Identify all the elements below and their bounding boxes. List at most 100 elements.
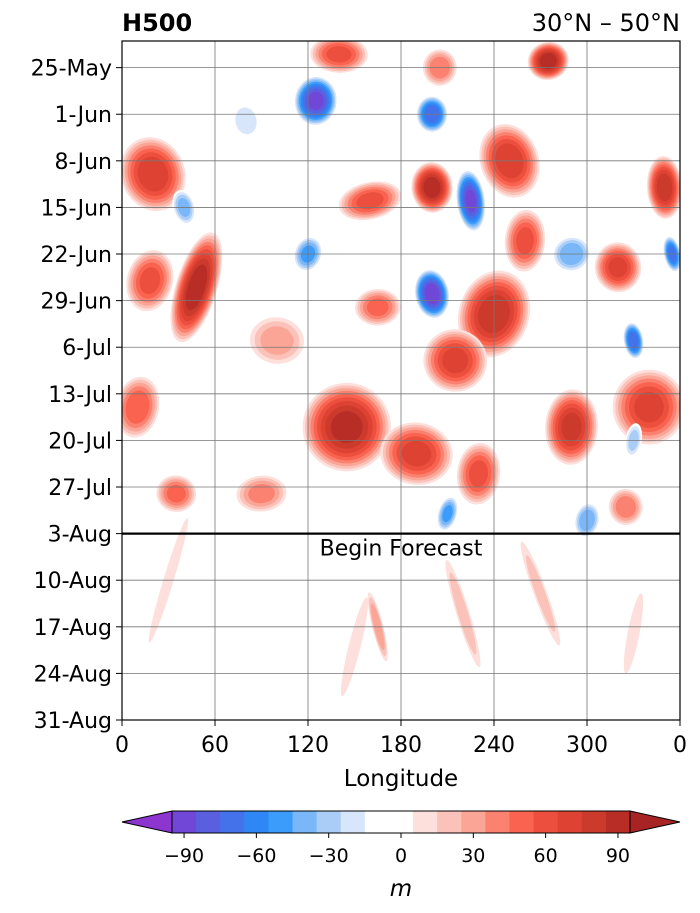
anomaly-feature (310, 41, 368, 73)
anomaly-feature (170, 232, 223, 343)
grid-lines (122, 41, 680, 721)
contour-band (442, 347, 469, 374)
colorbar-tick-label: 30 (461, 845, 485, 867)
anomaly-feature (646, 155, 680, 219)
anomaly-feature (340, 597, 369, 697)
colorbar-segment (388, 811, 414, 833)
anomaly-feature (527, 41, 569, 81)
anomaly-feature (594, 242, 642, 293)
contour-band (608, 257, 628, 278)
anomaly-feature (293, 75, 338, 127)
anomaly-feature (380, 422, 453, 486)
anomaly-feature (445, 559, 481, 668)
colorbar-segment (268, 811, 294, 833)
colorbar-segment (244, 811, 269, 833)
contour-band (423, 176, 441, 199)
anomaly-feature (338, 181, 402, 221)
contour-band (449, 572, 477, 655)
contour-band (248, 484, 275, 504)
colorbar-label: m (390, 876, 412, 902)
chart-title: H500 (122, 9, 192, 37)
contour-band (516, 227, 534, 255)
contour-band (468, 460, 489, 488)
anomaly-feature (411, 162, 453, 213)
colorbar-segment (557, 811, 583, 833)
anomaly-feature (156, 475, 197, 512)
chart-subtitle: 30°N – 50°N (532, 9, 680, 37)
anomaly-feature (122, 376, 160, 438)
colorbar-segment (533, 811, 559, 833)
anomaly-feature (504, 209, 546, 272)
contour-band (260, 326, 294, 355)
anomaly-feature (355, 288, 401, 326)
anomaly-feature (455, 169, 486, 233)
colorbar-extend-high (629, 810, 681, 834)
contour-band (366, 298, 389, 317)
anomaly-feature (232, 103, 260, 138)
y-tick-label: 13-Jul (48, 383, 112, 408)
x-tick-label: 120 (287, 733, 329, 758)
y-tick-label: 10-Aug (34, 569, 112, 594)
anomaly-feature (623, 593, 644, 674)
colorbar-tick-label: 90 (606, 845, 630, 867)
contour-band (465, 189, 477, 213)
y-tick-label: 6-Jul (62, 336, 112, 361)
contour-band (356, 192, 384, 210)
x-tick-label: 60 (201, 733, 229, 758)
anomaly-feature (612, 369, 680, 445)
colorbar-segment (220, 811, 245, 833)
y-tick-label: 1-Jun (54, 103, 112, 128)
anomaly-feature (520, 541, 561, 646)
x-tick-label: 0 (673, 733, 687, 758)
contour-band (137, 156, 169, 192)
colorbar-segment (340, 811, 366, 833)
colorbar-tick-label: −90 (164, 845, 204, 867)
y-tick-label: 27-Jul (48, 476, 112, 501)
contour-band (307, 91, 324, 111)
contour-band (185, 264, 208, 311)
colorbar-tick-label: −60 (236, 845, 276, 867)
anomaly-feature (122, 137, 186, 212)
y-tick-label: 24-Aug (34, 662, 112, 687)
colorbar-segment (316, 811, 342, 833)
colorbar-segment (292, 811, 318, 833)
y-tick-label: 22-Jun (40, 243, 112, 268)
contour-band (539, 52, 557, 69)
colorbar-segment (437, 811, 462, 833)
contour-band (340, 597, 369, 697)
y-tick-label: 17-Aug (34, 616, 112, 641)
y-axis-ticks: 25-May 1-Jun 8-Jun 15-Jun 22-Jun 29-Jun 6-Jul 1… (31, 57, 122, 734)
anomaly-feature (414, 268, 450, 320)
anomaly-feature (436, 495, 459, 532)
contour-band (326, 46, 352, 63)
contour-band (656, 173, 673, 202)
colorbar-segment (509, 811, 535, 833)
y-tick-label: 29-Jun (40, 290, 112, 315)
contour-band (401, 440, 432, 467)
anomaly-feature (249, 317, 305, 364)
colorbar-extend-low (121, 810, 173, 834)
contour-band (125, 390, 150, 424)
y-tick-label: 3-Aug (48, 523, 112, 548)
x-axis-label: Longitude (344, 766, 458, 792)
anomaly-feature (608, 488, 643, 526)
anomaly-feature (302, 382, 391, 472)
contour-band (442, 505, 453, 523)
y-tick-label: 25-May (31, 57, 112, 82)
colorbar-tick-label: 60 (534, 845, 558, 867)
forecast-label: Begin Forecast (320, 537, 483, 562)
colorbar-tick-label: 0 (395, 845, 407, 867)
contour-band (139, 267, 161, 295)
anomaly-feature (126, 250, 174, 312)
contour-band (525, 555, 556, 632)
contour-band (628, 331, 639, 350)
x-tick-label: 180 (380, 733, 422, 758)
x-tick-label: 240 (473, 733, 515, 758)
anomaly-feature (456, 442, 501, 505)
contour-field (122, 41, 680, 697)
contour-band (424, 283, 440, 305)
colorbar-segment (605, 811, 631, 833)
contour-band (561, 412, 582, 442)
colorbar-segment (172, 811, 197, 833)
